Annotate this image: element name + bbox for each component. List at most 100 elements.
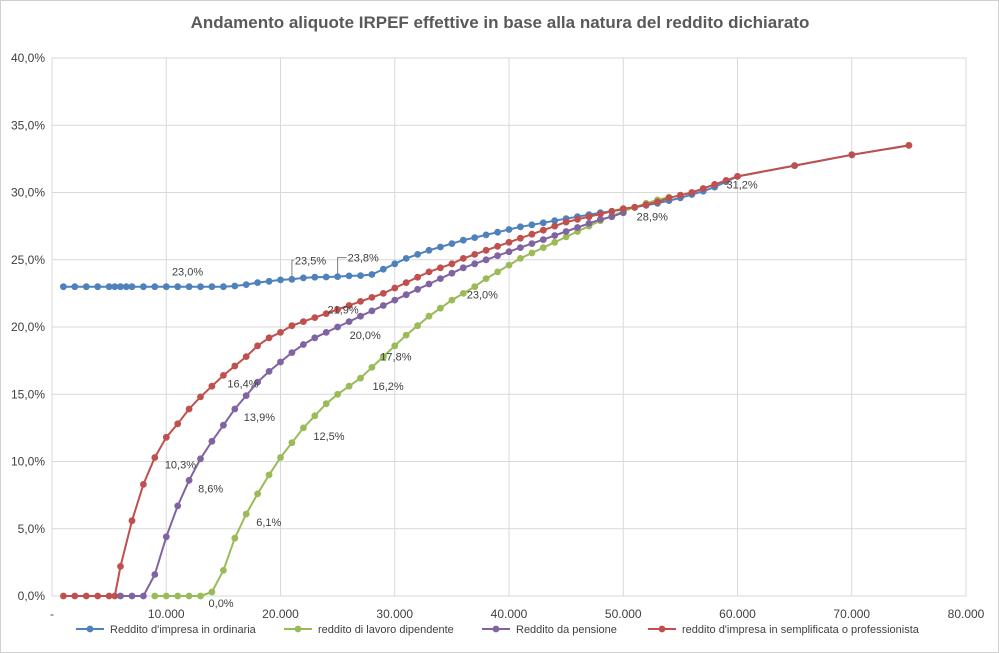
data-point [494,228,501,236]
data-point [357,312,364,320]
data-point [162,533,170,541]
data-label: 10,3% [165,459,196,471]
data-point [437,304,444,312]
data-point [311,334,319,342]
data-point [391,342,399,350]
data-point [128,283,136,291]
data-point [322,310,330,317]
data-point [722,177,730,184]
data-point [642,201,650,209]
data-point [254,490,261,498]
data-point [334,390,341,398]
data-point [231,282,239,290]
data-point [528,221,536,229]
data-point [300,424,307,432]
data-point [471,260,479,268]
data-point [185,476,193,484]
data-point [322,273,330,281]
data-point [402,255,410,262]
chart-title: Andamento aliquote IRPEF effettive in ba… [191,13,810,32]
series-2 [151,193,673,600]
data-point [334,273,341,280]
data-point [482,256,490,264]
data-point [414,273,421,281]
data-point [220,283,227,291]
data-point [448,240,456,248]
data-point [425,280,433,288]
legend-label: Reddito da pensione [516,624,617,636]
data-label: 8,6% [198,483,223,495]
data-point [517,244,524,252]
data-point [288,322,296,330]
data-point [174,592,182,600]
data-point [494,268,501,276]
legend-label: Reddito d'impresa in ordinaria [110,624,257,636]
series-line [63,144,910,288]
data-point [448,296,456,304]
data-point [151,283,159,291]
data-point [220,421,227,429]
data-point [711,181,718,188]
data-label: 31,2% [727,179,758,191]
data-point [277,276,284,284]
data-labels: 23,0% 23,5% 23,8% 21,9% 20,0% 17,8% 16,2% 12,5%… [165,179,758,610]
data-point [265,334,273,342]
data-point [334,323,341,331]
data-point [368,271,376,278]
data-point [734,173,741,180]
data-point [551,222,559,230]
data-label: 12,5% [313,431,344,443]
data-point [379,302,387,309]
data-point [699,185,707,192]
data-point [208,588,216,596]
data-point [111,592,119,600]
data-point [117,283,124,291]
legend-item-3: Reddito da pensione [482,624,617,636]
data-point [425,268,433,276]
data-point [208,283,216,291]
y-tick-label: 0,0% [18,589,46,603]
data-point [905,142,913,149]
data-point [539,219,547,227]
data-point [494,252,501,260]
data-point [277,358,284,366]
data-point [585,220,593,227]
data-point [117,592,124,600]
data-point [357,298,364,305]
data-point [265,471,273,479]
data-point [505,226,513,233]
data-label: 28,9% [637,211,668,223]
data-point [471,251,479,258]
legend-marker [492,625,500,633]
data-point [597,216,604,223]
data-label: 13,9% [244,412,275,424]
legend-marker [658,625,666,633]
legend-marker [294,625,302,633]
data-point [334,306,341,313]
data-point [391,260,399,268]
data-point [608,213,616,221]
series-line [154,196,670,597]
data-label: 23,5% [295,255,326,267]
plot-area-border [51,57,967,597]
data-point [517,234,524,242]
data-point [482,275,490,282]
data-point [402,291,410,299]
data-point [122,283,130,291]
y-tick-label: 15,0% [11,387,45,401]
data-point [459,264,467,272]
data-point [208,382,216,390]
data-point [197,455,204,463]
data-label: 6,1% [256,517,281,529]
data-point [608,207,616,215]
x-tick-label: - [50,607,54,621]
x-tick-label: 50.000 [605,607,642,621]
data-point [654,198,661,206]
data-point [311,412,319,420]
data-point [322,400,330,408]
legend-item-4: reddito d'impresa in semplificata o prof… [648,624,920,636]
data-point [265,277,273,285]
data-point [368,307,376,315]
